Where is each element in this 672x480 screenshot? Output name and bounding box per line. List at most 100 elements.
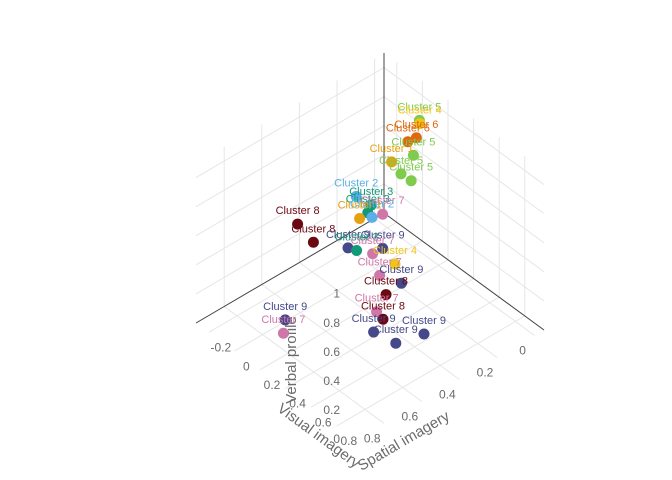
data-point-label: Cluster 2 <box>350 198 394 210</box>
grid-line-x-floor <box>234 240 423 352</box>
y-tick-label: 0.6 <box>401 410 418 424</box>
data-point <box>368 326 380 338</box>
data-point <box>374 269 386 281</box>
x-tick-label: -0.2 <box>210 341 231 355</box>
data-point-label: Cluster 4 <box>373 245 417 257</box>
data-point-label: Cluster 8 <box>291 223 335 235</box>
data-point <box>366 211 378 223</box>
data-point <box>292 218 304 230</box>
data-point <box>395 168 407 180</box>
grid-line-z-wall-b <box>195 154 385 266</box>
data-point-label: Cluster 9 <box>326 229 370 241</box>
data-point-label: Cluster 7 <box>361 195 405 207</box>
grid-line-x-floor <box>208 221 398 333</box>
data-point <box>402 136 414 148</box>
data-point <box>307 236 319 248</box>
grid-line-z-wall-a <box>383 183 545 302</box>
x-tick-label: 0.2 <box>264 378 281 392</box>
data-point-label: Cluster 9 <box>374 324 418 336</box>
grid-line-z-wall-b <box>195 125 385 237</box>
data-point <box>418 328 430 340</box>
data-point-label: Cluster 9 <box>379 264 423 276</box>
data-point <box>389 258 401 270</box>
grid-line-z-wall-b <box>195 67 385 178</box>
grid-line-x-floor <box>259 259 449 371</box>
y-tick-label: 0.2 <box>477 366 494 380</box>
data-point <box>367 248 379 260</box>
x-tick-label: 0 <box>243 359 250 373</box>
data-point-label: Cluster 6 <box>394 119 438 131</box>
data-point <box>354 212 366 224</box>
tick-labels: -0.200.20.40.60.800.20.40.60.800.20.40.6… <box>210 287 526 448</box>
data-point-label: Cluster 5 <box>397 101 441 113</box>
grid-line-x-floor <box>310 296 500 408</box>
data-point <box>350 190 362 202</box>
data-point <box>390 337 402 349</box>
data-point <box>377 208 389 220</box>
y-axis-line <box>195 212 385 324</box>
data-point <box>380 289 392 301</box>
data-point <box>410 132 422 144</box>
grid-line-z-wall-a <box>383 96 545 215</box>
data-point-label: Cluster 1 <box>338 199 382 211</box>
z-tick-label: 0.6 <box>323 345 340 359</box>
data-point-label: Cluster 7 <box>358 256 402 268</box>
data-point <box>407 149 419 161</box>
data-point <box>371 306 383 318</box>
data-point <box>351 244 363 256</box>
data-point-label: Cluster 8 <box>276 205 320 217</box>
data-point-label: Cluster 7 <box>355 293 399 305</box>
data-point-label: Cluster 5 <box>379 155 423 167</box>
data-point-label: Cluster 8 <box>361 300 405 312</box>
y-tick-label: 0 <box>519 344 526 358</box>
data-point <box>395 277 407 289</box>
data-point-label: Cluster 5 <box>389 162 433 174</box>
x-axis-line <box>383 212 545 331</box>
data-point-label: Cluster 3 <box>346 194 390 206</box>
data-point-label: Cluster 9 <box>263 301 307 313</box>
z-axis-title: Verbal profile <box>283 316 300 404</box>
grid-line-z-wall-b <box>195 96 385 208</box>
x-tick-label: 0.6 <box>315 415 332 429</box>
data-point-label: Cluster 6 <box>386 123 430 135</box>
data-point <box>386 156 398 168</box>
data-point-label: Cluster 3 <box>335 231 379 243</box>
data-point-label: Cluster 7 <box>351 235 395 247</box>
x-tick-label: 0.8 <box>340 434 357 448</box>
grid-line-y-floor <box>261 284 423 402</box>
grid-line-x-floor <box>285 278 474 389</box>
z-tick-label: 1 <box>333 287 340 301</box>
grid-line-z-wall-b <box>195 183 385 295</box>
data-point-label: Cluster 9 <box>352 313 396 325</box>
data-point-label: Cluster 9 <box>361 229 405 241</box>
grid-line-y-floor <box>374 218 535 336</box>
z-tick-label: 0.8 <box>323 316 340 330</box>
data-point-label: Cluster 9 <box>402 315 446 327</box>
grid-line-y-floor <box>223 306 385 424</box>
x-tick-label: 0.4 <box>289 397 306 411</box>
data-point-label: Cluster 5 <box>391 136 435 148</box>
z-tick-label: 0.4 <box>323 374 340 388</box>
z-tick-label: 0 <box>333 432 340 446</box>
data-point-label: Cluster 1 <box>370 143 414 155</box>
y-tick-label: 0.8 <box>364 432 381 446</box>
data-point-label: Cluster 4 <box>398 105 442 117</box>
data-point <box>342 242 354 254</box>
grid-line-y-floor <box>336 240 498 358</box>
data-point-label: Cluster 7 <box>261 314 305 326</box>
data-point-label: Cluster 2 <box>334 177 378 189</box>
data-point <box>405 175 417 187</box>
y-tick-label: 0.4 <box>439 388 456 402</box>
data-point <box>414 118 426 130</box>
data-point <box>279 314 291 326</box>
data-point <box>377 313 389 325</box>
axes-lines <box>195 53 545 331</box>
grid-line-z-wall-a <box>383 154 545 273</box>
z-tick-label: 0.2 <box>323 403 340 417</box>
data-point-label: Cluster 3 <box>349 186 393 198</box>
data-point-label: Cluster 8 <box>364 276 408 288</box>
data-point <box>377 242 389 254</box>
grid-line-z-wall-a <box>383 67 545 185</box>
